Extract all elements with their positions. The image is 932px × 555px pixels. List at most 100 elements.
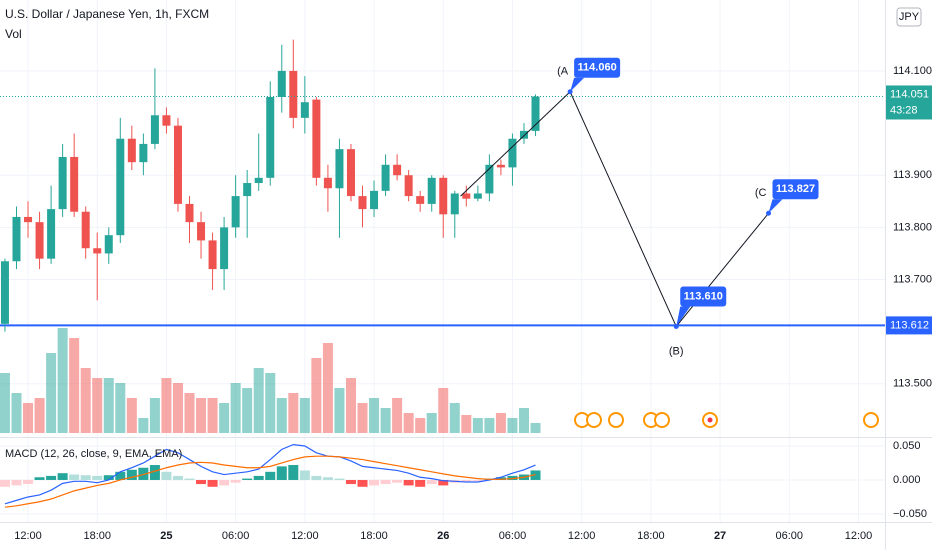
macd-macd-line	[4, 444, 536, 505]
macd-histogram-bar	[69, 474, 80, 480]
macd-histogram-bar	[415, 479, 426, 487]
pattern-value-box	[680, 286, 727, 307]
candle-body	[150, 115, 159, 144]
candle-body	[439, 177, 448, 215]
candle-body	[346, 149, 355, 197]
event-icon[interactable]	[586, 412, 602, 428]
x-tick-label: 18:00	[637, 530, 665, 542]
volume-bar	[472, 418, 483, 433]
candle-body	[370, 190, 379, 210]
candle-body	[485, 164, 494, 194]
pattern-callout	[768, 199, 783, 214]
volume-bar	[184, 393, 195, 433]
volume-bar	[449, 403, 460, 433]
pattern-value-label: 114.060	[578, 62, 617, 74]
macd-histogram-bar	[426, 479, 437, 485]
macd-histogram-bar	[80, 475, 91, 480]
volume-bar	[11, 393, 22, 433]
pattern-value-label: 113.610	[684, 290, 723, 302]
macd-histogram-bar	[207, 479, 218, 487]
candle-body	[173, 125, 182, 204]
volume-bar	[345, 378, 356, 433]
candle-body	[24, 216, 33, 223]
event-icon[interactable]	[654, 412, 670, 428]
macd-histogram-bar	[161, 471, 172, 480]
candle-body	[416, 196, 425, 204]
volume-bar	[230, 383, 241, 433]
macd-histogram-bar	[369, 479, 380, 486]
candle-body	[473, 193, 482, 199]
level-price-box	[886, 316, 932, 335]
candle-body	[243, 183, 252, 197]
macd-label: MACD (12, 26, close, 9, EMA, EMA)	[5, 448, 182, 460]
volume-bar	[115, 383, 126, 433]
candle-body	[462, 193, 471, 199]
candle-body	[508, 138, 517, 168]
volume-bar	[149, 398, 160, 433]
volume-bar	[69, 338, 80, 433]
y-tick-label: 113.700	[893, 273, 932, 285]
candle-body	[58, 156, 67, 210]
macd-histogram-bar	[299, 470, 310, 480]
candle-body	[81, 211, 90, 249]
candle-body	[335, 149, 344, 189]
macd-histogram-bar	[23, 479, 34, 485]
macd-histogram-bar	[345, 479, 356, 485]
volume-bar	[23, 403, 34, 433]
volume-bar	[311, 358, 322, 433]
event-icons	[574, 412, 879, 428]
candle-body	[277, 70, 286, 97]
volume-bar	[438, 388, 449, 433]
volume-bar	[507, 418, 518, 433]
macd-histogram-bar	[172, 475, 183, 480]
candle-body	[35, 222, 44, 259]
abc-pattern-line	[460, 90, 769, 328]
candle-body	[266, 96, 275, 178]
candle-body	[312, 99, 321, 178]
volume-bar	[57, 328, 68, 433]
volume-bar	[172, 383, 183, 433]
y-tick-label: 0.000	[893, 474, 921, 486]
macd-histogram-bar	[438, 479, 449, 486]
macd-histogram-bar	[126, 469, 137, 480]
macd-histogram-bar	[57, 473, 68, 480]
volume-bar	[207, 398, 218, 433]
macd-histogram-bar	[403, 479, 414, 486]
pattern-label: (B)	[669, 345, 684, 357]
y-tick-label: 113.800	[893, 221, 932, 233]
macd-histogram-bar	[115, 471, 126, 480]
volume-bar	[92, 378, 103, 433]
candle-body	[93, 248, 102, 254]
macd-histogram-bar	[461, 479, 472, 482]
macd-histogram-bar	[530, 470, 541, 480]
currency-badge[interactable]	[896, 7, 922, 27]
y-tick-label: −0.050	[893, 508, 927, 520]
volume-bar	[0, 373, 10, 433]
candle-body	[496, 164, 505, 168]
macd-histogram-bar	[149, 465, 160, 480]
event-icon[interactable]	[608, 412, 624, 428]
x-tick-label: 26	[437, 530, 449, 542]
volume-bar	[403, 413, 414, 433]
candle-body	[358, 196, 367, 210]
candle-body	[427, 177, 436, 204]
volume-bar	[288, 393, 299, 433]
pattern-value-box	[772, 179, 819, 200]
volume-bar	[126, 398, 137, 433]
currency-label[interactable]: JPY	[899, 11, 920, 23]
volume-label: Vol	[5, 27, 22, 41]
macd-histogram-bar	[495, 477, 506, 480]
y-tick-label: 113.900	[893, 169, 932, 181]
pattern-label: (C	[755, 187, 767, 199]
macd-histogram-bar	[184, 478, 195, 480]
volume-bar	[392, 398, 403, 433]
pattern-value-box	[574, 57, 621, 78]
grid	[0, 0, 885, 522]
volume-bar	[322, 343, 333, 433]
macd-histogram-bar	[253, 475, 264, 480]
candle-body	[254, 177, 263, 184]
candle-body	[531, 96, 540, 131]
pattern-label: (A	[557, 66, 569, 78]
event-icon[interactable]	[863, 412, 879, 428]
macd-histogram-bar	[138, 467, 149, 480]
